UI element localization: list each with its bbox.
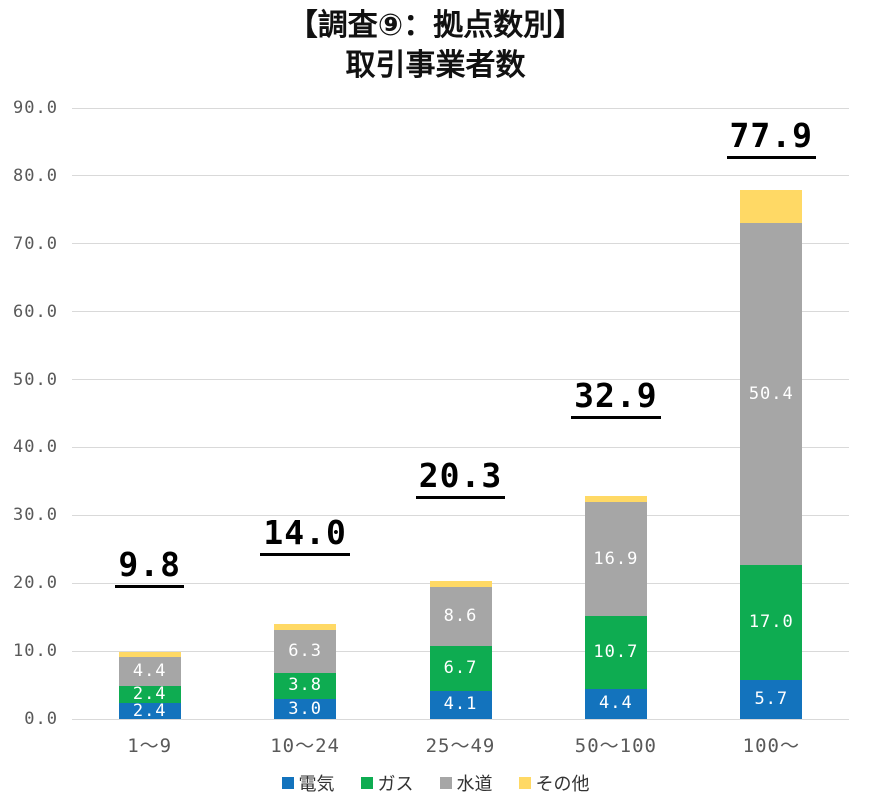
bar-segment [274,698,337,719]
y-axis-label: 90.0 [13,98,58,118]
bar-segment [118,702,181,719]
legend-item: その他 [518,770,590,796]
legend: 電気 ガス 水道 その他 [0,770,871,796]
legend-label: 水道 [456,774,493,795]
y-axis-label: 20.0 [13,573,58,594]
total-label: 14.0 [225,513,385,556]
gridline [72,379,849,381]
legend-swatch [439,777,452,789]
gridline [72,175,849,177]
segment-label: 4.4 [599,693,633,714]
legend-label: 電気 [298,774,335,795]
bar-segment [274,623,337,631]
bar-segment [740,190,803,223]
legend-swatch [360,777,373,789]
legend-label: ガス [377,774,414,795]
bar-segment [429,691,492,719]
y-axis-label: 10.0 [13,641,58,662]
bar-segment [429,645,492,692]
bar-segment [118,686,181,703]
gridline [72,243,849,245]
bar-segment [740,564,803,681]
segment-label: 6.3 [288,641,322,662]
segment-label: 5.7 [754,689,789,710]
y-axis-label: 70.0 [13,233,58,254]
bar-segment [429,587,492,646]
segment-label: 17.0 [748,611,794,632]
bar-segment [584,616,647,690]
chart-title: 【調査⑨：拠点数別】 取引事業者数 [0,6,871,86]
segment-label: 2.4 [132,684,167,705]
gridline [72,718,849,720]
bar-segment [740,222,803,565]
legend-item: 電気 [281,770,335,796]
segment-label: 4.4 [132,660,167,681]
y-axis-label: 0.0 [24,709,58,729]
y-axis-label: 30.0 [13,505,58,526]
gridline [72,107,849,109]
chart-title-line2: 取引事業者数 [345,48,526,83]
x-axis-label: 10〜24 [270,735,340,757]
bar-segment [429,581,492,588]
legend-swatch [281,777,294,789]
segment-label: 4.1 [443,694,478,715]
legend-item: ガス [360,770,414,796]
chart-title-line1: 【調査⑨：拠点数別】 [287,8,584,43]
segment-label: 8.6 [443,606,478,627]
y-axis-label: 80.0 [13,165,58,186]
segment-label: 50.4 [748,383,794,404]
x-axis-label: 50〜100 [574,735,657,757]
segment-label: 16.9 [593,548,639,569]
total-label: 20.3 [381,456,541,500]
segment-label: 3.8 [288,674,322,695]
bar-segment [740,680,803,719]
bar-segment [584,689,647,719]
x-axis-label: 25〜49 [425,735,496,757]
total-label: 32.9 [536,376,696,419]
x-axis-label: 100〜 [742,735,800,757]
bar-segment [274,630,337,673]
segment-label: 3.0 [288,698,322,719]
total-label: 9.8 [70,545,230,589]
segment-label: 2.4 [132,700,167,721]
legend-swatch [518,777,531,789]
bar-segment [118,656,181,687]
total-label: 77.9 [691,116,851,160]
gridline [72,514,849,516]
bar-segment [584,501,647,617]
bar-segment [584,495,647,502]
bar-segment [274,672,337,699]
segment-label: 6.7 [443,657,478,678]
y-axis-label: 40.0 [13,437,58,458]
y-axis-label: 50.0 [13,369,58,390]
segment-label: 10.7 [593,642,639,663]
y-axis-label: 60.0 [13,301,58,322]
bar-segment [118,652,181,657]
x-axis-label: 1〜9 [127,735,173,757]
gridline [72,311,849,313]
gridline [72,446,849,448]
legend-label: その他 [535,774,590,795]
legend-item: 水道 [439,770,493,796]
